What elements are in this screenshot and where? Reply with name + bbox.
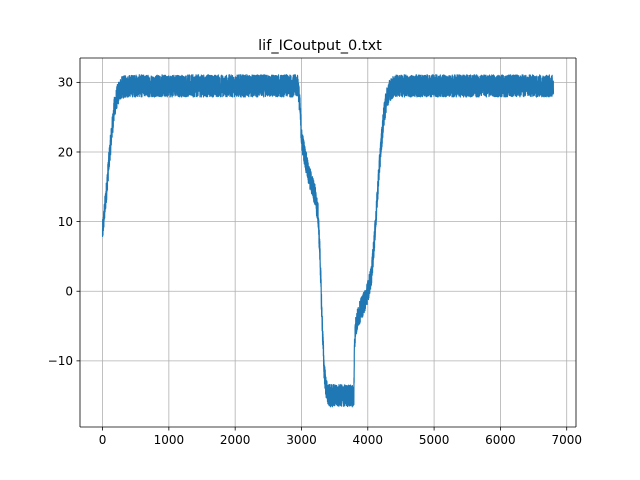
x-tick-label: 6000 <box>485 433 516 447</box>
chart-title: lif_ICoutput_0.txt <box>258 38 382 54</box>
ticks-layer: 0 1000 2000 3000 4000 5000 6000 7000 −10 0 10 20 30 <box>48 76 582 447</box>
x-tick-label: 7000 <box>551 433 582 447</box>
x-tick-label: 1000 <box>154 433 185 447</box>
x-tick-label: 4000 <box>353 433 384 447</box>
series-line-lif_ICoutput_0 <box>101 74 555 408</box>
x-tick-label: 2000 <box>220 433 251 447</box>
y-tick-label: 10 <box>58 215 73 229</box>
y-tick-label: 30 <box>58 76 73 90</box>
x-tick-label: 3000 <box>286 433 317 447</box>
data-layer <box>101 74 555 408</box>
y-tick-label: 20 <box>58 145 73 159</box>
x-tick-label: 5000 <box>419 433 450 447</box>
y-tick-label: 0 <box>65 285 73 299</box>
axes-layer <box>79 57 577 428</box>
grid-layer <box>80 58 576 427</box>
x-tick-label: 0 <box>99 433 107 447</box>
y-tick-label: −10 <box>48 354 73 368</box>
